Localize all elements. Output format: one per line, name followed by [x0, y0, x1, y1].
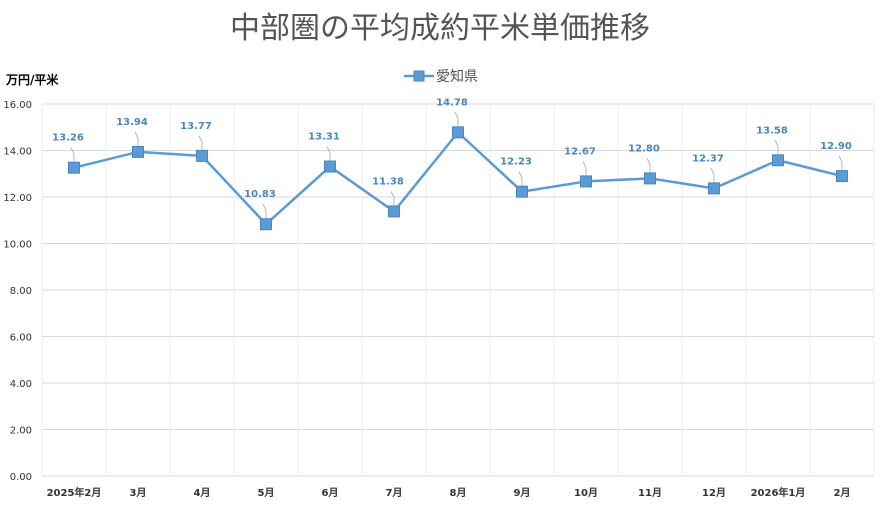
data-label: 14.78: [436, 97, 468, 108]
data-label: 12.80: [628, 143, 660, 154]
y-tick-label: 16.00: [3, 100, 32, 111]
leader-line: [518, 171, 523, 186]
y-tick-label: 0.00: [10, 472, 32, 483]
legend: 愛知県: [404, 68, 478, 85]
data-point: [772, 154, 784, 167]
data-label: 12.37: [692, 153, 724, 164]
x-tick-label: 8月: [450, 487, 467, 499]
data-label: 12.23: [500, 157, 532, 168]
y-tick-label: 12.00: [3, 193, 32, 204]
grid: [41, 103, 875, 477]
y-tick-label: 14.00: [3, 147, 32, 158]
x-tick-labels: 2025年2月 3月 4月 5月 6月 7月 8月 9月 10月 11月 12月 2026年1月 2月: [47, 486, 851, 499]
x-tick-label: 11月: [638, 487, 662, 499]
x-tick-label: 2025年2月: [47, 486, 102, 499]
x-tick-label: 9月: [514, 487, 531, 499]
data-label: 12.90: [820, 141, 852, 152]
x-tick-label: 2026年1月: [751, 486, 806, 499]
leader-line: [710, 168, 715, 183]
leader-line: [838, 155, 843, 171]
data-point: [708, 182, 720, 195]
data-labels: 13.26 13.94 13.77 10.83 13.31 11.38 14.78 12.23…: [52, 97, 852, 219]
data-label: 13.58: [756, 125, 788, 136]
legend-marker: [413, 70, 425, 82]
leader-line: [390, 191, 395, 206]
data-point: [132, 145, 144, 158]
y-tick-label: 4.00: [10, 379, 32, 390]
data-label: 12.67: [564, 146, 596, 157]
x-tick-label: 12月: [702, 487, 726, 499]
data-label: 13.94: [116, 117, 148, 128]
leader-line: [582, 161, 587, 176]
y-tick-label: 10.00: [3, 240, 32, 251]
data-label: 13.31: [308, 132, 340, 143]
data-label: 10.83: [244, 189, 276, 200]
y-tick-labels: 0.00 2.00 4.00 6.00 8.00 10.00 12.00 14.00 16.00: [3, 100, 32, 483]
data-label: 11.38: [372, 176, 404, 187]
series-aichi: [68, 126, 848, 231]
data-point: [580, 175, 592, 188]
legend-label: 愛知県: [436, 68, 478, 85]
x-tick-label: 3月: [130, 487, 147, 499]
leader-line: [262, 204, 267, 219]
data-label: 13.26: [52, 133, 84, 144]
data-point: [452, 126, 464, 139]
leader-line: [326, 146, 331, 161]
data-point: [388, 205, 400, 218]
leader-line: [70, 147, 75, 162]
x-tick-label: 7月: [386, 487, 403, 499]
x-tick-label: 6月: [322, 487, 339, 499]
data-point: [516, 185, 528, 198]
leader-line: [198, 135, 203, 150]
leader-line: [774, 140, 779, 155]
series-line: [73, 131, 843, 226]
x-tick-label: 2月: [834, 487, 851, 499]
data-point: [68, 161, 80, 174]
data-point: [196, 149, 208, 162]
data-point: [260, 218, 272, 231]
leader-line: [454, 112, 459, 127]
data-point: [324, 160, 336, 173]
data-label: 13.77: [180, 121, 212, 132]
data-point: [836, 170, 848, 183]
x-tick-label: 5月: [258, 487, 275, 499]
leader-line: [646, 158, 651, 173]
y-tick-label: 6.00: [10, 333, 32, 344]
y-tick-label: 2.00: [10, 426, 32, 437]
x-tick-label: 10月: [574, 487, 598, 499]
leader-line: [134, 131, 139, 146]
y-axis-label: 万円/平米: [5, 72, 59, 87]
x-tick-label: 4月: [194, 487, 211, 499]
y-tick-label: 8.00: [10, 286, 32, 297]
chart-title: 中部圏の平均成約平米単価推移: [230, 11, 650, 46]
data-point: [644, 172, 656, 185]
